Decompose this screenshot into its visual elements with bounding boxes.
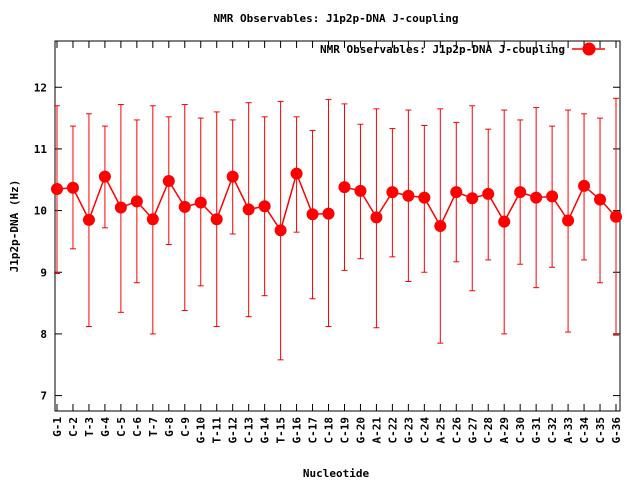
data-point (210, 213, 223, 226)
y-tick-label: 9 (40, 266, 47, 279)
x-tick-label: G-12 (227, 417, 240, 444)
legend-label: NMR Observables: J1p2p-DNA J-coupling (320, 43, 565, 56)
data-point (498, 215, 511, 228)
data-point (322, 207, 335, 220)
chart-title: NMR Observables: J1p2p-DNA J-coupling (213, 12, 458, 25)
plot-frame (54, 40, 621, 412)
y-tick-label: 11 (34, 143, 48, 156)
data-point (82, 213, 95, 226)
data-point (402, 189, 415, 202)
y-ticks: 7 8 9 10 11 12 (34, 81, 620, 403)
series-line (56, 171, 329, 233)
x-tick-label: G-14 (259, 417, 272, 444)
data-point (258, 200, 271, 213)
data-point (338, 181, 351, 194)
x-tick-label: T-11 (211, 417, 224, 444)
x-tick-label: C-32 (546, 417, 559, 444)
x-tick-label: A-25 (434, 417, 447, 444)
data-point (386, 186, 399, 199)
x-tick-label: C-28 (482, 417, 495, 444)
data-point (546, 190, 559, 203)
x-tick-label: C-9 (179, 417, 192, 437)
x-tick-label: A-33 (562, 417, 575, 444)
x-tick-label: G-27 (466, 417, 479, 444)
data-point (418, 191, 431, 204)
x-tick-label: C-6 (131, 417, 144, 437)
x-tick-label: C-34 (578, 417, 591, 444)
data-point (482, 187, 495, 200)
x-tick-label: C-17 (307, 417, 320, 444)
x-tick-label: C-22 (386, 417, 399, 444)
x-tick-label: G-16 (291, 417, 304, 444)
x-tick-label: C-19 (338, 417, 351, 444)
data-point (146, 213, 159, 226)
x-tick-label: T-3 (83, 417, 96, 437)
y-tick-label: 7 (40, 390, 47, 403)
x-tick-label: C-13 (243, 417, 256, 444)
x-tick-label: G-31 (530, 417, 543, 444)
x-tick-label: A-29 (498, 417, 511, 444)
data-point (51, 183, 63, 195)
x-ticks: G-1 C-2 T-3 G-4 C-5 C-6 T-7 G-8 C-9 G-10 T-11 G-12 C… (51, 41, 623, 444)
data-point (466, 192, 479, 205)
x-tick-label: G-1 (51, 417, 64, 437)
data-point (194, 196, 207, 209)
y-axis-label: J1p2p-DNA (Hz) (8, 180, 21, 273)
data-point (594, 193, 607, 206)
error-bars (54, 97, 619, 361)
x-tick-label: C-2 (67, 417, 80, 437)
x-tick-label: T-15 (275, 417, 288, 444)
x-tick-label: G-23 (402, 417, 415, 444)
data-point (610, 210, 622, 223)
y-tick-label: 10 (34, 205, 47, 218)
x-tick-label: G-36 (610, 417, 623, 444)
data-point (226, 170, 239, 183)
x-tick-label: T-7 (147, 417, 160, 437)
data-point (434, 220, 447, 232)
x-axis-label: Nucleotide (303, 467, 370, 480)
data-point (290, 167, 303, 180)
data-point (130, 195, 143, 208)
x-tick-label: G-8 (163, 417, 176, 437)
data-point (178, 200, 191, 213)
data-point (162, 174, 175, 187)
data-point (274, 224, 287, 237)
x-tick-label: C-5 (115, 417, 128, 437)
data-point (450, 186, 463, 199)
x-tick-label: C-26 (450, 417, 463, 444)
legend-marker-sample (582, 42, 596, 56)
x-tick-label: A-21 (370, 417, 383, 444)
x-tick-label: C-24 (418, 417, 431, 444)
data-point (242, 203, 255, 216)
data-point (562, 214, 575, 227)
x-tick-label: G-4 (99, 417, 112, 437)
data-point (530, 191, 543, 204)
x-tick-label: G-10 (195, 417, 208, 444)
data-point (114, 201, 127, 214)
data-point (306, 208, 319, 221)
data-point (98, 170, 111, 183)
x-tick-label: C-30 (514, 417, 527, 444)
data-point (370, 211, 383, 224)
x-tick-label: G-20 (354, 417, 367, 444)
x-tick-label: C-18 (323, 417, 336, 444)
data-points (51, 167, 622, 237)
y-tick-label: 8 (40, 328, 47, 341)
data-point (354, 184, 367, 197)
y-tick-label: 12 (34, 81, 47, 94)
data-point (514, 186, 527, 199)
legend: NMR Observables: J1p2p-DNA J-coupling (320, 42, 605, 56)
x-tick-label: C-35 (594, 417, 607, 444)
series-line (344, 184, 617, 228)
data-point (66, 181, 79, 194)
data-point (578, 179, 591, 192)
